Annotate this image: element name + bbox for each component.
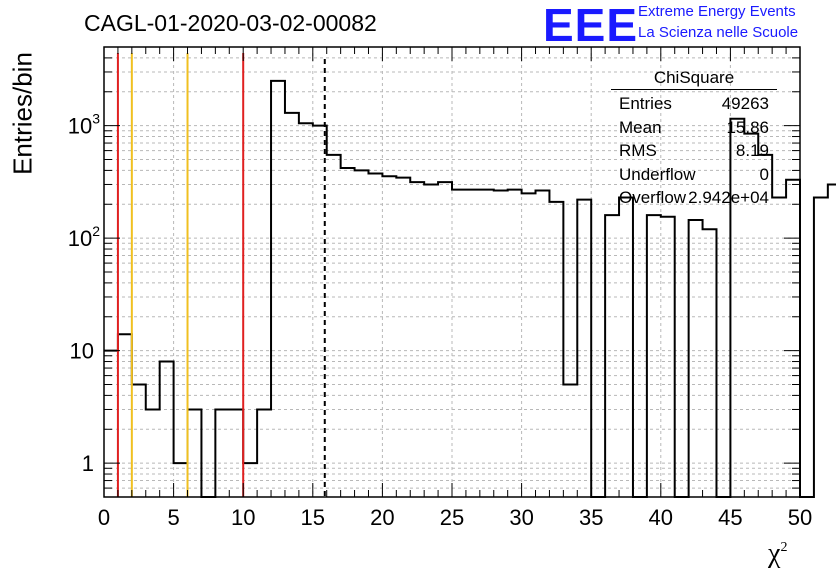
- x-tick-label: 25: [440, 505, 464, 530]
- y-tick-label: 10: [70, 339, 94, 364]
- x-tick-label: 10: [231, 505, 255, 530]
- x-tick-label: 0: [98, 505, 110, 530]
- x-tick-label: 20: [370, 505, 394, 530]
- x-tick-label: 40: [649, 505, 673, 530]
- stats-row-rms: RMS 8.19: [619, 141, 769, 160]
- stats-box: ChiSquare Entries 49263 Mean 15.86 RMS 8.19…: [611, 68, 777, 210]
- eee-logo: EEE: [543, 0, 639, 51]
- y-axis-label: Entries/bin: [7, 52, 38, 175]
- stats-row-overflow: Overflow 2.942e+04: [619, 188, 769, 207]
- logo-line-1: Extreme Energy Events: [638, 3, 796, 20]
- logo-line-2: La Scienza nelle Scuole: [638, 24, 799, 41]
- stats-title: ChiSquare: [611, 68, 777, 90]
- x-tick-label: 45: [718, 505, 742, 530]
- y-tick-label: 102: [68, 223, 100, 251]
- x-tick-label: 15: [301, 505, 325, 530]
- x-tick-label: 30: [509, 505, 533, 530]
- x-axis-label: χ2: [768, 538, 788, 569]
- chart-title: CAGL-01-2020-03-02-00082: [84, 10, 377, 36]
- x-tick-label: 5: [167, 505, 179, 530]
- stats-row-underflow: Underflow 0: [619, 164, 769, 184]
- histogram-line: [104, 79, 836, 498]
- x-tick-label: 50: [788, 505, 812, 530]
- y-tick-label: 103: [68, 111, 100, 139]
- stats-row-mean: Mean 15.86: [619, 117, 769, 137]
- y-tick-label: 1: [82, 451, 94, 476]
- stats-row-entries: Entries 49263: [619, 94, 769, 113]
- x-tick-label: 35: [579, 505, 603, 530]
